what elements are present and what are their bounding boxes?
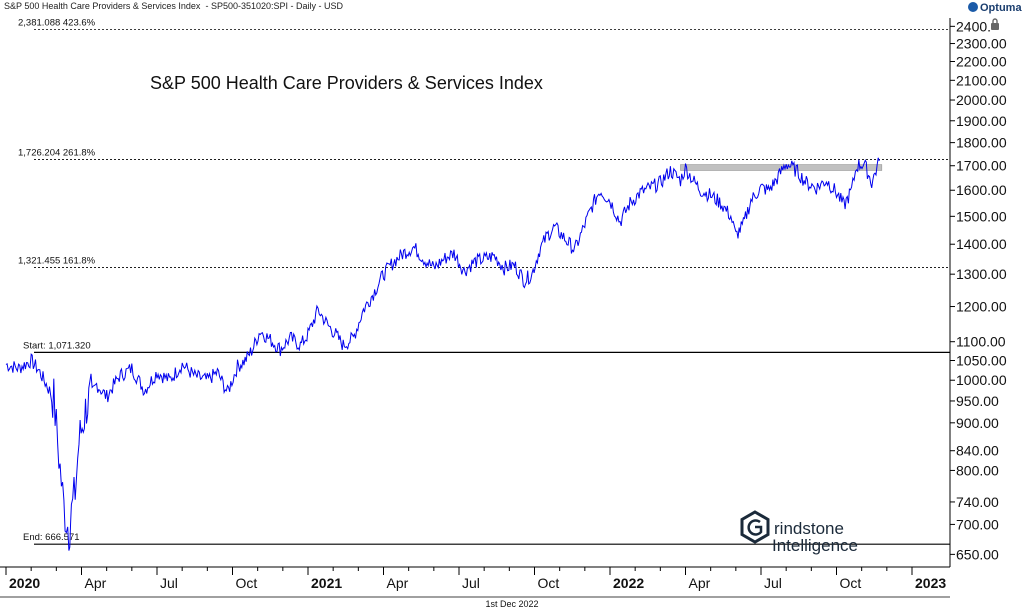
grindstone-logo-icon: [740, 510, 770, 544]
x-tick-label-6: Jul: [462, 575, 480, 591]
level-label-4: End: 666.571: [23, 532, 80, 543]
y-tick-label-21: 2300.00: [956, 36, 1007, 52]
watermark-line2: Intelligence: [772, 536, 858, 555]
y-tick-label-4: 840.00: [956, 443, 999, 459]
optuma-logo-icon: [968, 2, 978, 12]
y-tick-label-11: 1300.00: [956, 266, 1007, 282]
x-tick-label-10: Jul: [764, 575, 782, 591]
y-tick-label-12: 1400.00: [956, 236, 1007, 252]
y-tick-label-15: 1700.00: [956, 158, 1007, 174]
y-tick-label-18: 2000.00: [956, 92, 1007, 108]
y-tick-label-19: 2100.00: [956, 72, 1007, 88]
y-tick-label-13: 1500.00: [956, 208, 1007, 224]
y-tick-label-17: 1900.00: [956, 113, 1007, 129]
x-tick-label-3: Oct: [236, 575, 258, 591]
y-tick-label-3: 800.00: [956, 462, 999, 478]
level-label-0: 2,381.088 423.6%: [18, 18, 96, 29]
level-label-2: 1,321.455 161.8%: [18, 256, 96, 267]
x-axis[interactable]: 2020 Apr Jul Oct 2021 Apr Jul Oct 2022 Apr Jul Oct 2…: [0, 566, 950, 609]
level-label-1: 1,726.204 261.8%: [18, 148, 96, 159]
fib-levels: 2,381.088 423.6% 1,726.204 261.8% 1,321.45…: [18, 18, 950, 545]
price-line: [5, 157, 880, 551]
x-tick-label-11: Oct: [840, 575, 862, 591]
chart-title-layer: S&P 500 Health Care Providers & Services…: [150, 73, 543, 93]
optuma-brand: Optuma: [968, 2, 1022, 14]
y-tick-label-8: 1050.00: [956, 353, 1007, 369]
y-tick-label-0: 650.00: [956, 546, 999, 562]
y-tick-label-2: 740.00: [956, 494, 999, 510]
y-tick-label-5: 900.00: [956, 415, 999, 431]
y-tick-label-6: 950.00: [956, 393, 999, 409]
price-series: [5, 157, 880, 551]
chart-title: S&P 500 Health Care Providers & Services…: [150, 73, 543, 93]
x-tick-label-2: Jul: [160, 575, 178, 591]
x-tick-label-4: 2021: [311, 575, 342, 591]
x-tick-label-9: Apr: [689, 575, 711, 591]
y-tick-label-1: 700.00: [956, 516, 999, 532]
y-tick-label-16: 1800.00: [956, 135, 1007, 151]
plot-area: 2,381.088 423.6% 1,726.204 261.8% 1,321.45…: [5, 18, 950, 551]
level-label-3: Start: 1,071.320: [23, 340, 91, 351]
chart-header: S&P 500 Health Care Providers & Services…: [4, 1, 343, 11]
x-tick-label-8: 2022: [613, 575, 644, 591]
x-tick-label-12: 2023: [915, 575, 946, 591]
watermark-line1: rindstone: [774, 519, 844, 538]
x-tick-label-5: Apr: [387, 575, 409, 591]
x-tick-label-1: Apr: [85, 575, 107, 591]
header-symbol: - SP500-351020:SPI - Daily - USD: [205, 1, 344, 11]
x-tick-label-0: 2020: [9, 575, 40, 591]
footer-date: 1st Dec 2022: [485, 599, 538, 609]
y-tick-label-10: 1200.00: [956, 299, 1007, 315]
y-tick-label-7: 1000.00: [956, 372, 1007, 388]
y-tick-label-9: 1100.00: [956, 334, 1006, 350]
y-axis[interactable]: 650.00 700.00 740.00 800.00 840.00 900.00 950.…: [949, 18, 1007, 567]
y-tick-label-14: 1600.00: [956, 182, 1007, 198]
brand-label: Optuma: [980, 2, 1022, 14]
x-tick-label-7: Oct: [538, 575, 560, 591]
y-tick-label-20: 2200.00: [956, 54, 1007, 70]
y-tick-label-22: 2400.: [956, 18, 991, 34]
header-title: S&P 500 Health Care Providers & Services…: [4, 1, 201, 11]
lock-icon[interactable]: [990, 18, 1000, 30]
